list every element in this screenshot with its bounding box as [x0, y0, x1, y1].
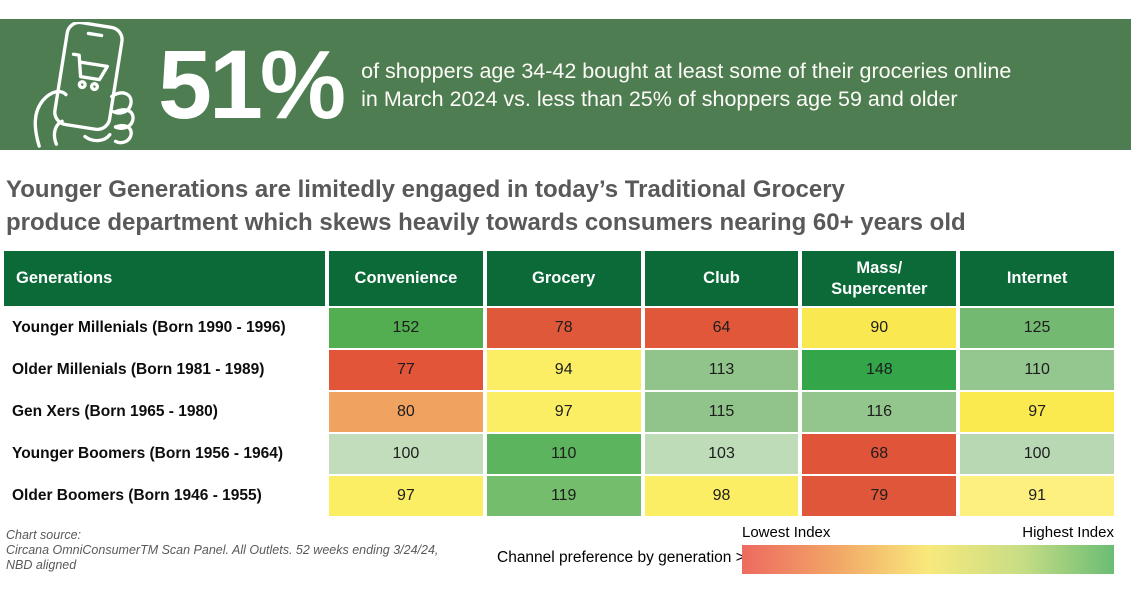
column-header-generations: Generations: [4, 251, 325, 306]
stat-description: of shoppers age 34-42 bought at least so…: [361, 57, 1011, 113]
generation-row-label: Gen Xers (Born 1965 - 1980): [4, 392, 325, 432]
heatmap-table: Generations Convenience Grocery Club Mass/ S…: [4, 251, 1114, 516]
hand-holding-phone-with-shopping-cart-icon: [26, 20, 144, 148]
chart-source: Chart source: Circana OmniConsumerTM Sca…: [6, 528, 438, 573]
heatmap-cell: 119: [486, 476, 641, 516]
generation-row-label: Younger Millenials (Born 1990 - 1996): [4, 308, 325, 348]
heatmap-cell: 115: [644, 392, 799, 432]
heatmap-cell: 110: [960, 350, 1114, 390]
page-title: Younger Generations are limitedly engage…: [6, 173, 966, 239]
chart-source-line1: Circana OmniConsumerTM Scan Panel. All O…: [6, 543, 439, 557]
heatmap-cell: 91: [960, 476, 1114, 516]
stat-description-line1: of shoppers age 34-42 bought at least so…: [361, 58, 1012, 83]
heatmap-cell: 68: [802, 434, 957, 474]
highest-index-label: Highest Index: [1022, 524, 1114, 541]
chart-source-label: Chart source:: [6, 528, 82, 542]
header-banner: 51% of shoppers age 34-42 bought at leas…: [0, 19, 1131, 150]
column-header-mass-supercenter: Mass/ Supercenter: [802, 251, 957, 306]
heatmap-cell: 64: [644, 308, 799, 348]
index-gradient-bar: [742, 545, 1114, 574]
column-header-grocery: Grocery: [486, 251, 641, 306]
heatmap-cell: 94: [486, 350, 641, 390]
generation-row-label: Younger Boomers (Born 1956 - 1964): [4, 434, 325, 474]
chart-source-line2: NBD aligned: [6, 558, 77, 572]
heatmap-cell: 103: [644, 434, 799, 474]
heatmap-cell: 79: [802, 476, 957, 516]
heatmap-cell: 148: [802, 350, 957, 390]
heatmap-cell: 97: [960, 392, 1114, 432]
column-header-convenience: Convenience: [329, 251, 483, 306]
heatmap-cell: 152: [329, 308, 483, 348]
index-legend: Lowest Index Highest Index: [742, 524, 1114, 574]
heatmap-cell: 100: [960, 434, 1114, 474]
heatmap-cell: 110: [486, 434, 641, 474]
generation-row-label: Older Millenials (Born 1981 - 1989): [4, 350, 325, 390]
heatmap-cell: 113: [644, 350, 799, 390]
heatmap-cell: 97: [486, 392, 641, 432]
stat-value: 51%: [158, 30, 346, 139]
lowest-index-label: Lowest Index: [742, 524, 831, 541]
heatmap-cell: 125: [960, 308, 1114, 348]
heatmap-cell: 80: [329, 392, 483, 432]
heatmap-cell: 78: [486, 308, 641, 348]
generation-row-label: Older Boomers (Born 1946 - 1955): [4, 476, 325, 516]
legend-note: Channel preference by generation >: [497, 549, 745, 566]
footer: Chart source: Circana OmniConsumerTM Sca…: [0, 520, 1131, 601]
heatmap-cell: 98: [644, 476, 799, 516]
column-header-internet: Internet: [960, 251, 1114, 306]
heatmap-cell: 90: [802, 308, 957, 348]
page-title-line1: Younger Generations are limitedly engage…: [6, 176, 845, 203]
page-title-line2: produce department which skews heavily t…: [6, 209, 966, 236]
index-legend-labels: Lowest Index Highest Index: [742, 524, 1114, 541]
heatmap-cell: 77: [329, 350, 483, 390]
column-header-club: Club: [644, 251, 799, 306]
heatmap-cell: 116: [802, 392, 957, 432]
heatmap-cell: 97: [329, 476, 483, 516]
stat-description-line2: in March 2024 vs. less than 25% of shopp…: [361, 86, 958, 111]
heatmap-cell: 100: [329, 434, 483, 474]
